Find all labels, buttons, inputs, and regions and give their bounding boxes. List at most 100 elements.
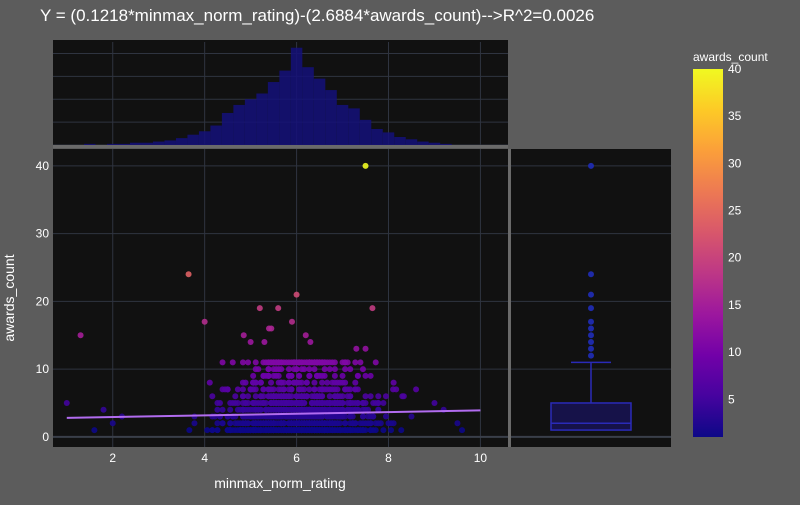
histogram-bar: [129, 142, 142, 145]
scatter-point: [77, 332, 84, 339]
scatter-point: [352, 379, 359, 386]
scatter-point: [285, 413, 292, 420]
histogram-bar: [290, 47, 303, 145]
histogram-bar: [382, 132, 395, 145]
scatter-point: [185, 271, 192, 278]
scatter-point: [375, 393, 382, 400]
colorbar-tick-label: 20: [728, 251, 742, 265]
scatter-point: [214, 399, 221, 406]
scatter-point: [375, 399, 382, 406]
scatter-point: [314, 372, 321, 379]
scatter-point: [301, 393, 308, 400]
scatter-point: [331, 406, 338, 413]
scatter-point: [308, 359, 315, 366]
scatter-point: [329, 379, 336, 386]
histogram-bar: [336, 104, 349, 145]
x-tick-label: 4: [201, 451, 208, 465]
scatter-point: [306, 372, 313, 379]
scatter-point: [339, 393, 346, 400]
scatter-point: [311, 427, 318, 434]
scatter-point: [296, 386, 303, 393]
scatter-point: [326, 399, 333, 406]
scatter-point: [270, 366, 277, 373]
histogram-bars: [84, 47, 452, 145]
histogram-bar: [198, 131, 211, 145]
scatter-point: [347, 393, 354, 400]
scatter-point: [306, 366, 313, 373]
scatter-point: [270, 372, 277, 379]
scatter-point: [232, 420, 239, 427]
scatter-point: [260, 393, 267, 400]
scatter-point: [262, 406, 269, 413]
scatter-point: [240, 332, 247, 339]
histogram-bar: [313, 78, 326, 145]
scatter-point: [367, 413, 374, 420]
scatter-point: [293, 291, 300, 298]
scatter-point: [354, 386, 361, 393]
scatter-point: [285, 427, 292, 434]
scatter-point: [390, 386, 397, 393]
histogram-bar: [325, 90, 337, 145]
y-tick-label: 40: [36, 159, 50, 173]
scatter-point: [262, 399, 269, 406]
histogram-bar: [405, 139, 418, 145]
box-outlier: [588, 345, 594, 352]
scatter-point: [275, 305, 282, 312]
scatter-point: [324, 359, 331, 366]
scatter-point: [352, 427, 359, 434]
scatter-point: [224, 386, 231, 393]
scatter-point: [285, 372, 292, 379]
trendline-layer: [66, 409, 481, 419]
scatter-point: [219, 420, 226, 427]
scatter-point: [275, 393, 282, 400]
scatter-point: [354, 372, 361, 379]
scatter-point: [308, 393, 315, 400]
scatter-point: [265, 393, 272, 400]
scatter-point: [339, 406, 346, 413]
scatter-point: [239, 386, 246, 393]
scatter-point: [268, 406, 275, 413]
scatter-point: [257, 406, 264, 413]
histogram-bar: [164, 140, 176, 145]
scatter-point: [331, 420, 338, 427]
colorbar-tick-label: 35: [728, 109, 742, 123]
scatter-point: [362, 406, 369, 413]
box-outlier: [588, 332, 594, 339]
scatter-point: [245, 427, 252, 434]
scatter-point: [377, 420, 384, 427]
scatter-point: [229, 359, 236, 366]
scatter-point: [239, 393, 246, 400]
histogram-bar: [221, 112, 234, 145]
box-outlier: [588, 291, 594, 298]
histogram-bar: [107, 143, 119, 145]
histogram-bar: [244, 99, 257, 145]
y-tick-label: 20: [36, 294, 50, 308]
scatter-point: [293, 393, 300, 400]
scatter-point: [256, 305, 263, 312]
scatter-point: [388, 427, 395, 434]
scatter-point: [326, 366, 333, 373]
scatter-point: [319, 359, 326, 366]
scatter-point: [307, 339, 314, 346]
scatter-point: [260, 372, 267, 379]
scatter-point: [257, 420, 264, 427]
box-outlier: [588, 271, 594, 278]
chart-title: Y = (0.1218*minmax_norm_rating)-(2.6884*…: [40, 6, 594, 25]
scatter-point: [331, 372, 338, 379]
scatter-point: [265, 366, 272, 373]
scatter-point: [311, 399, 318, 406]
scatter-point: [296, 413, 303, 420]
trendline: [66, 409, 481, 419]
scatter-point: [285, 393, 292, 400]
scatter-point: [262, 420, 269, 427]
scatter-point: [262, 427, 269, 434]
scatter-point: [232, 399, 239, 406]
scatter-point: [298, 399, 305, 406]
histogram-bar: [175, 138, 188, 145]
scatter-point: [270, 359, 277, 366]
scatter-point: [316, 420, 323, 427]
box-outlier: [588, 339, 594, 346]
colorbar-ticks: 5 10 15 20 25 30 35 40: [728, 62, 742, 406]
colorbar: [693, 69, 723, 437]
scatter-point: [362, 427, 369, 434]
